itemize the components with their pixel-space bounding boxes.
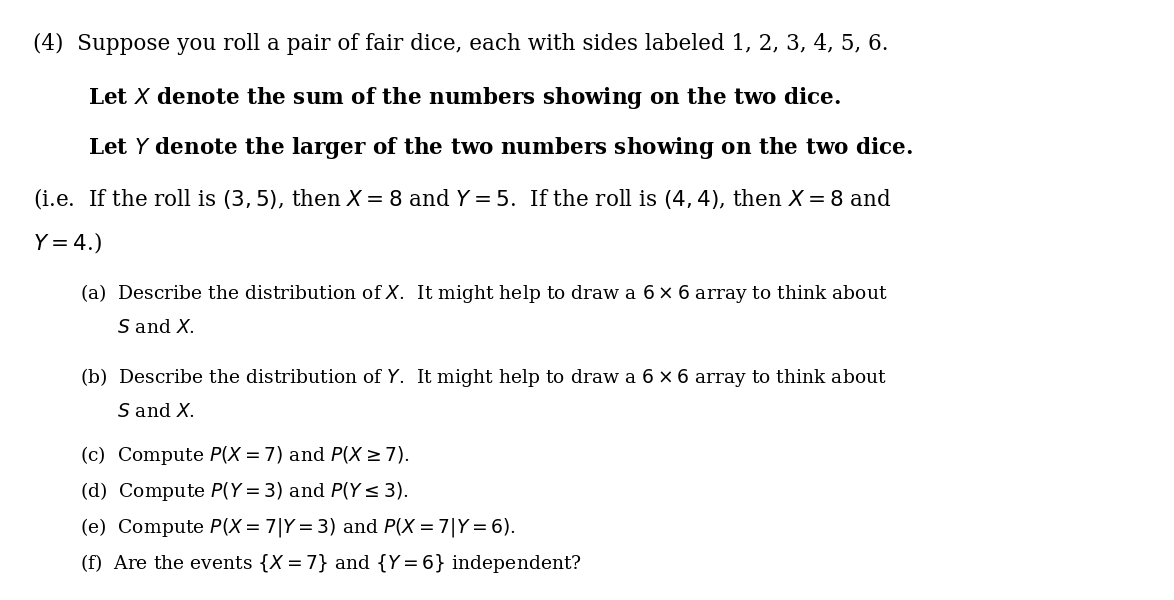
Text: (b)  Describe the distribution of $Y$.  It might help to draw a $6 \times 6$ arr: (b) Describe the distribution of $Y$. It… [80, 366, 886, 389]
Text: (c)  Compute $P(X = 7)$ and $P(X \geq 7)$.: (c) Compute $P(X = 7)$ and $P(X \geq 7)$… [80, 444, 410, 467]
Text: (a)  Describe the distribution of $X$.  It might help to draw a $6 \times 6$ arr: (a) Describe the distribution of $X$. It… [80, 282, 888, 305]
Text: Let $X$ denote the sum of the numbers showing on the two dice.: Let $X$ denote the sum of the numbers sh… [88, 85, 842, 111]
Text: $Y = 4$.): $Y = 4$.) [33, 230, 102, 255]
Text: (4)  Suppose you roll a pair of fair dice, each with sides labeled 1, 2, 3, 4, 5: (4) Suppose you roll a pair of fair dice… [33, 33, 889, 55]
Text: (e)  Compute $P(X = 7 | Y = 3)$ and $P(X = 7 | Y = 6)$.: (e) Compute $P(X = 7 | Y = 3)$ and $P(X … [80, 516, 515, 539]
Text: (f)  Are the events $\{X = 7\}$ and $\{Y = 6\}$ independent?: (f) Are the events $\{X = 7\}$ and $\{Y … [80, 552, 582, 575]
Text: (i.e.  If the roll is $(3, 5)$, then $X = 8$ and $Y = 5$.  If the roll is $(4, 4: (i.e. If the roll is $(3, 5)$, then $X =… [33, 186, 891, 211]
Text: Let $Y$ denote the larger of the two numbers showing on the two dice.: Let $Y$ denote the larger of the two num… [88, 135, 913, 161]
Text: $S$ and $X$.: $S$ and $X$. [117, 319, 195, 337]
Text: (d)  Compute $P(Y = 3)$ and $P(Y \leq 3)$.: (d) Compute $P(Y = 3)$ and $P(Y \leq 3)$… [80, 480, 409, 503]
Text: $S$ and $X$.: $S$ and $X$. [117, 403, 195, 421]
